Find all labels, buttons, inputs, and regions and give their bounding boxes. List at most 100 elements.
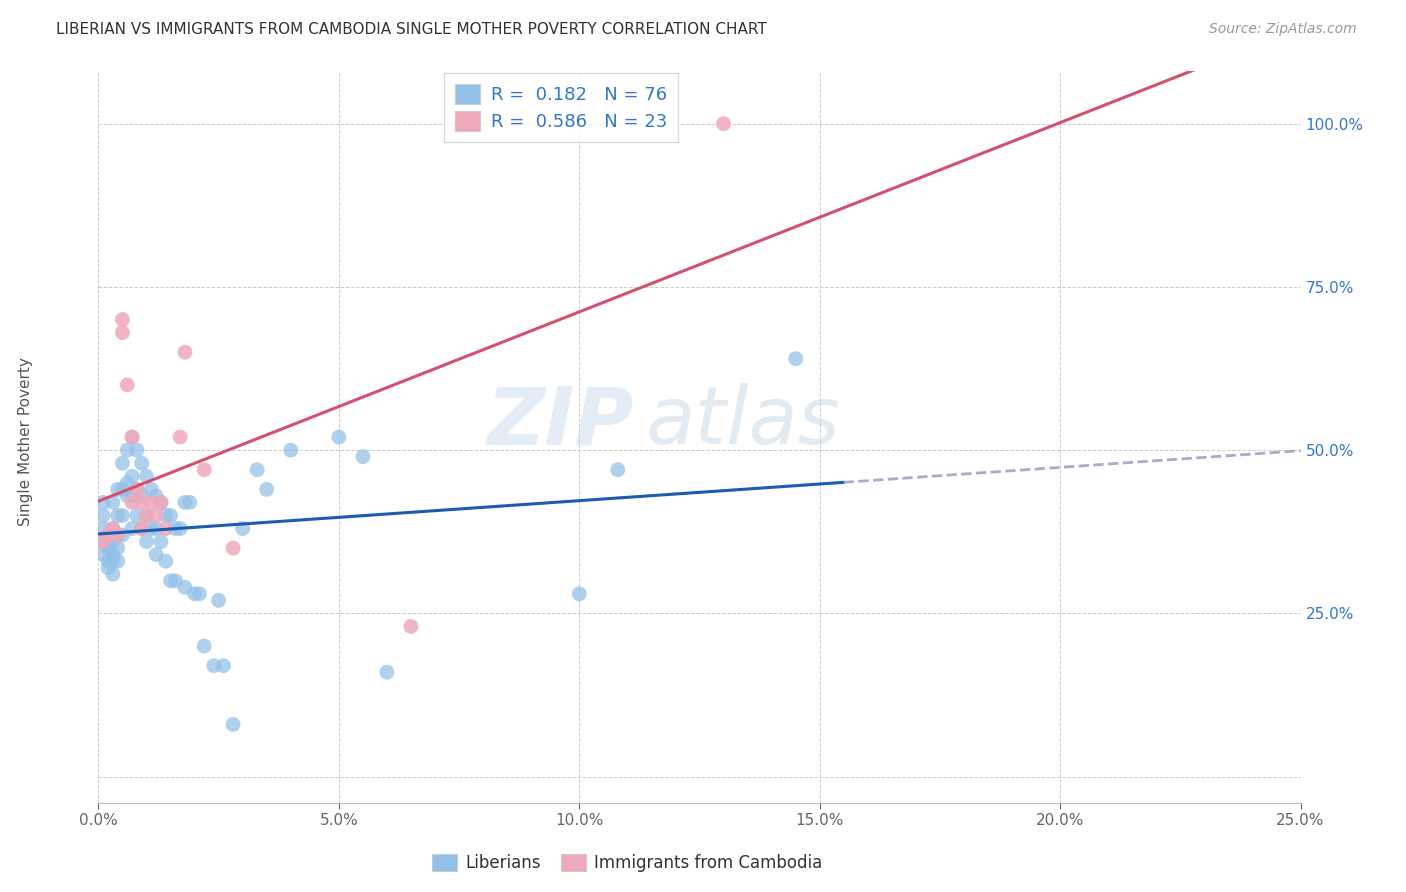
Point bbox=[155, 554, 177, 568]
Point bbox=[135, 534, 157, 549]
Point bbox=[202, 658, 225, 673]
Point bbox=[568, 587, 591, 601]
Point bbox=[145, 489, 167, 503]
Point bbox=[149, 534, 172, 549]
Point bbox=[222, 541, 245, 555]
Point bbox=[97, 541, 120, 555]
Point bbox=[111, 456, 134, 470]
Point bbox=[188, 587, 211, 601]
Text: LIBERIAN VS IMMIGRANTS FROM CAMBODIA SINGLE MOTHER POVERTY CORRELATION CHART: LIBERIAN VS IMMIGRANTS FROM CAMBODIA SIN… bbox=[56, 22, 768, 37]
Point bbox=[208, 593, 231, 607]
Point bbox=[328, 430, 350, 444]
Point bbox=[101, 534, 124, 549]
Point bbox=[399, 619, 422, 633]
Point bbox=[97, 528, 120, 542]
Point bbox=[141, 495, 163, 509]
Point bbox=[141, 521, 163, 535]
Point bbox=[121, 430, 143, 444]
Point bbox=[107, 554, 129, 568]
Point bbox=[121, 521, 143, 535]
Point bbox=[111, 483, 134, 497]
Text: atlas: atlas bbox=[645, 384, 841, 461]
Point bbox=[131, 521, 153, 535]
Point bbox=[256, 483, 278, 497]
Point bbox=[785, 351, 807, 366]
Point bbox=[101, 495, 124, 509]
Point bbox=[165, 574, 187, 588]
Point bbox=[145, 508, 167, 523]
Point bbox=[352, 450, 374, 464]
Point bbox=[280, 443, 302, 458]
Point bbox=[121, 489, 143, 503]
Point bbox=[141, 483, 163, 497]
Point bbox=[107, 528, 129, 542]
Point bbox=[232, 521, 254, 535]
Point bbox=[101, 521, 124, 535]
Point bbox=[117, 475, 139, 490]
Point bbox=[117, 443, 139, 458]
Point bbox=[117, 377, 139, 392]
Point bbox=[193, 639, 215, 653]
Point bbox=[121, 495, 143, 509]
Point bbox=[149, 495, 172, 509]
Point bbox=[606, 463, 628, 477]
Point bbox=[97, 554, 120, 568]
Point bbox=[91, 548, 114, 562]
Point bbox=[111, 528, 134, 542]
Point bbox=[91, 534, 114, 549]
Point bbox=[145, 521, 167, 535]
Point bbox=[169, 521, 191, 535]
Point bbox=[125, 483, 148, 497]
Point bbox=[149, 495, 172, 509]
Point bbox=[169, 430, 191, 444]
Point bbox=[97, 560, 120, 574]
Point bbox=[159, 574, 181, 588]
Point bbox=[145, 548, 167, 562]
Point bbox=[713, 117, 735, 131]
Point bbox=[91, 495, 114, 509]
Point bbox=[375, 665, 398, 680]
Point bbox=[131, 489, 153, 503]
Point bbox=[212, 658, 235, 673]
Point bbox=[174, 495, 197, 509]
Legend: Liberians, Immigrants from Cambodia: Liberians, Immigrants from Cambodia bbox=[426, 847, 830, 879]
Point bbox=[179, 495, 201, 509]
Point bbox=[97, 528, 120, 542]
Point bbox=[159, 508, 181, 523]
Point bbox=[135, 508, 157, 523]
Point bbox=[97, 541, 120, 555]
Point bbox=[125, 483, 148, 497]
Point bbox=[155, 521, 177, 535]
Point bbox=[155, 508, 177, 523]
Text: Source: ZipAtlas.com: Source: ZipAtlas.com bbox=[1209, 22, 1357, 37]
Point bbox=[246, 463, 269, 477]
Point bbox=[183, 587, 205, 601]
Point bbox=[91, 534, 114, 549]
Point bbox=[222, 717, 245, 731]
Point bbox=[174, 345, 197, 359]
Point bbox=[91, 508, 114, 523]
Point bbox=[117, 489, 139, 503]
Point bbox=[111, 508, 134, 523]
Point bbox=[101, 521, 124, 535]
Point bbox=[125, 508, 148, 523]
Point bbox=[111, 312, 134, 326]
Text: Single Mother Poverty: Single Mother Poverty bbox=[18, 357, 32, 526]
Point bbox=[135, 469, 157, 483]
Point bbox=[121, 469, 143, 483]
Point bbox=[111, 326, 134, 340]
Point bbox=[131, 495, 153, 509]
Point bbox=[91, 521, 114, 535]
Point bbox=[131, 456, 153, 470]
Point bbox=[131, 521, 153, 535]
Point bbox=[101, 554, 124, 568]
Point bbox=[107, 508, 129, 523]
Point bbox=[165, 521, 187, 535]
Point bbox=[107, 528, 129, 542]
Point bbox=[174, 580, 197, 594]
Point bbox=[125, 443, 148, 458]
Point bbox=[101, 548, 124, 562]
Point bbox=[97, 534, 120, 549]
Point bbox=[193, 463, 215, 477]
Point bbox=[101, 567, 124, 582]
